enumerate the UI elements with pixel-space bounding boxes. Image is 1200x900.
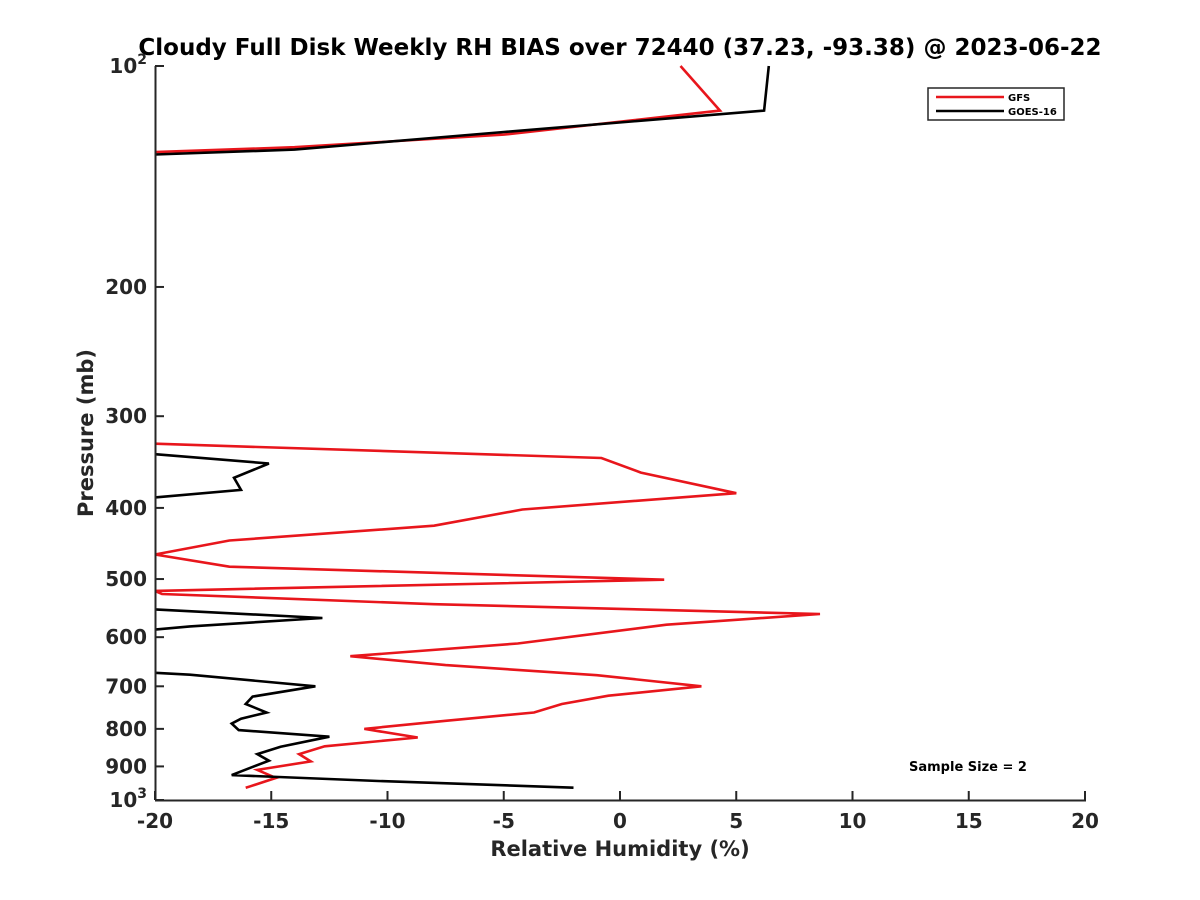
x-tick-label: 15 (955, 809, 983, 833)
series-line-gfs (154, 65, 821, 789)
legend-label-goes16: GOES-16 (1008, 107, 1057, 118)
y-tick-label: 600 (105, 625, 147, 649)
y-tick-label: 900 (105, 754, 147, 778)
y-axis-label: Pressure (mb) (74, 349, 98, 517)
plot-series (154, 65, 821, 789)
y-tick-label: 200 (105, 275, 147, 299)
y-tick-label: 700 (105, 674, 147, 698)
chart-title: Cloudy Full Disk Weekly RH BIAS over 724… (138, 35, 1101, 61)
legend-box (927, 87, 1065, 121)
x-tick-label: -10 (369, 809, 405, 833)
legend: GFS GOES-16 (927, 87, 1065, 121)
x-axis-label: Relative Humidity (%) (490, 837, 749, 861)
y-tick-label: 300 (105, 404, 147, 428)
plot-axes (154, 66, 1086, 802)
y-tick-label: 102 (109, 52, 147, 78)
sample-size-annotation: Sample Size = 2 (909, 760, 1027, 775)
x-tick-label: -5 (493, 809, 515, 833)
y-tick-label: 800 (105, 717, 147, 741)
y-tick-label: 400 (105, 496, 147, 520)
y-ticks: 102 200 300 400 500 600 700 800 900 103 (105, 52, 164, 812)
x-tick-label: 10 (839, 809, 867, 833)
x-tick-label: -20 (137, 809, 173, 833)
series-line-goes16 (154, 65, 771, 789)
x-tick-label: 0 (613, 809, 627, 833)
x-tick-label: 5 (729, 809, 743, 833)
y-tick-label: 500 (105, 567, 147, 591)
y-tick-label: 103 (109, 786, 147, 812)
legend-label-gfs: GFS (1008, 93, 1030, 104)
x-ticks: -20 -15 -10 -5 0 5 10 15 20 (137, 791, 1099, 833)
x-tick-label: 20 (1071, 809, 1099, 833)
x-tick-label: -15 (253, 809, 289, 833)
